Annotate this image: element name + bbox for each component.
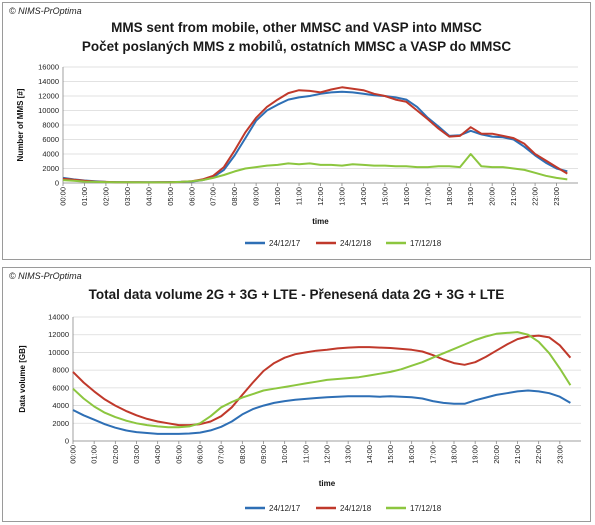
x-axis-title: time (312, 217, 329, 226)
legend-label: 24/12/17 (269, 504, 301, 513)
y-tick-label: 2000 (52, 419, 69, 428)
x-tick-label: 17:00 (423, 187, 432, 206)
x-tick-label: 01:00 (90, 445, 99, 464)
x-tick-label: 11:00 (301, 445, 310, 463)
x-tick-label: 06:00 (187, 187, 196, 206)
x-tick-label: 14:00 (359, 187, 368, 206)
x-tick-label: 12:00 (316, 187, 325, 206)
x-tick-label: 02:00 (111, 445, 120, 464)
y-tick-label: 6000 (52, 383, 69, 392)
copyright-label: © NIMS-PrOptima (9, 6, 82, 16)
y-tick-label: 12000 (48, 330, 69, 339)
x-tick-label: 22:00 (531, 187, 540, 206)
x-tick-label: 02:00 (101, 187, 110, 206)
x-tick-label: 07:00 (217, 445, 226, 464)
x-tick-label: 00:00 (69, 445, 78, 464)
data-volume-chart: 0 2000 4000 6000 8000 10000 12000 14000 00:00 01:… (18, 313, 581, 513)
data-volume-chart-panel: © NIMS-PrOptima Total data volume 2G + 3… (2, 267, 591, 522)
legend-label: 24/12/17 (269, 239, 301, 248)
x-tick-label: 04:00 (144, 187, 153, 206)
y-tick-label: 4000 (42, 150, 59, 159)
x-axis-title: time (319, 479, 336, 488)
x-tick-label: 18:00 (450, 445, 459, 464)
x-tick-label: 08:00 (238, 445, 247, 464)
x-tick-label: 19:00 (466, 187, 475, 206)
y-tick-label: 4000 (52, 401, 69, 410)
x-tick-label: 16:00 (402, 187, 411, 206)
x-tick-label: 11:00 (295, 187, 304, 205)
chart-subtitle: Počet poslaných MMS z mobilů, ostatních … (81, 39, 512, 54)
legend-label: 17/12/18 (410, 504, 442, 513)
x-tick-label: 00:00 (59, 187, 68, 206)
copyright-label: © NIMS-PrOptima (9, 271, 82, 281)
y-tick-label: 14000 (38, 77, 59, 86)
x-tick-label: 03:00 (132, 445, 141, 464)
x-tick-label: 03:00 (123, 187, 132, 206)
x-tick-label: 23:00 (555, 445, 564, 464)
legend-label: 24/12/18 (340, 504, 372, 513)
x-tick-label: 22:00 (534, 445, 543, 464)
chart-title: Total data volume 2G + 3G + LTE - Přenes… (88, 287, 505, 302)
mms-chart-panel: © NIMS-PrOptima MMS sent from mobile, ot… (2, 2, 591, 260)
x-tick-label: 05:00 (174, 445, 183, 464)
x-tick-label: 06:00 (196, 445, 205, 464)
x-tick-label: 05:00 (166, 187, 175, 206)
x-tick-label: 13:00 (344, 445, 353, 464)
chart-title: MMS sent from mobile, other MMSC and VAS… (111, 20, 482, 35)
y-tick-label: 0 (65, 437, 69, 446)
series-line-3 (72, 331, 572, 429)
x-tick-label: 09:00 (259, 445, 268, 464)
x-tick-label: 10:00 (273, 187, 282, 206)
x-tick-label: 17:00 (428, 445, 437, 464)
x-tick-label: 19:00 (471, 445, 480, 464)
x-tick-label: 15:00 (386, 445, 395, 464)
x-tick-label: 20:00 (488, 187, 497, 206)
x-tick-label: 23:00 (552, 187, 561, 206)
y-tick-label: 6000 (42, 135, 59, 144)
y-tick-label: 10000 (48, 348, 69, 357)
x-tick-label: 14:00 (365, 445, 374, 464)
x-tick-label: 21:00 (509, 187, 518, 206)
y-tick-label: 8000 (42, 121, 59, 130)
y-tick-label: 0 (55, 179, 59, 188)
x-tick-label: 16:00 (407, 445, 416, 464)
y-tick-label: 10000 (38, 106, 59, 115)
series-line-2 (72, 334, 572, 427)
y-tick-label: 2000 (42, 164, 59, 173)
x-tick-label: 21:00 (513, 445, 522, 464)
y-tick-label: 14000 (48, 313, 69, 322)
x-tick-label: 18:00 (445, 187, 454, 206)
x-tick-label: 07:00 (209, 187, 218, 206)
legend-label: 17/12/18 (410, 239, 442, 248)
x-tick-label: 15:00 (380, 187, 389, 206)
y-axis-title: Data volume [GB] (18, 345, 27, 412)
x-tick-label: 08:00 (230, 187, 239, 206)
x-tick-label: 04:00 (153, 445, 162, 464)
x-tick-label: 13:00 (337, 187, 346, 206)
y-axis-title: Number of MMS [#] (16, 88, 25, 161)
y-tick-label: 8000 (52, 366, 69, 375)
legend-label: 24/12/18 (340, 239, 372, 248)
x-tick-label: 12:00 (323, 445, 332, 464)
y-tick-label: 16000 (38, 63, 59, 72)
x-tick-label: 20:00 (492, 445, 501, 464)
y-tick-label: 12000 (38, 92, 59, 101)
x-tick-label: 09:00 (252, 187, 261, 206)
mms-chart: 0 2000 4000 6000 8000 10000 12000 14000 16000 00:… (16, 63, 578, 248)
x-tick-label: 01:00 (80, 187, 89, 206)
series-line-1 (72, 389, 571, 435)
series-line-3 (62, 153, 568, 184)
x-tick-label: 10:00 (280, 445, 289, 464)
